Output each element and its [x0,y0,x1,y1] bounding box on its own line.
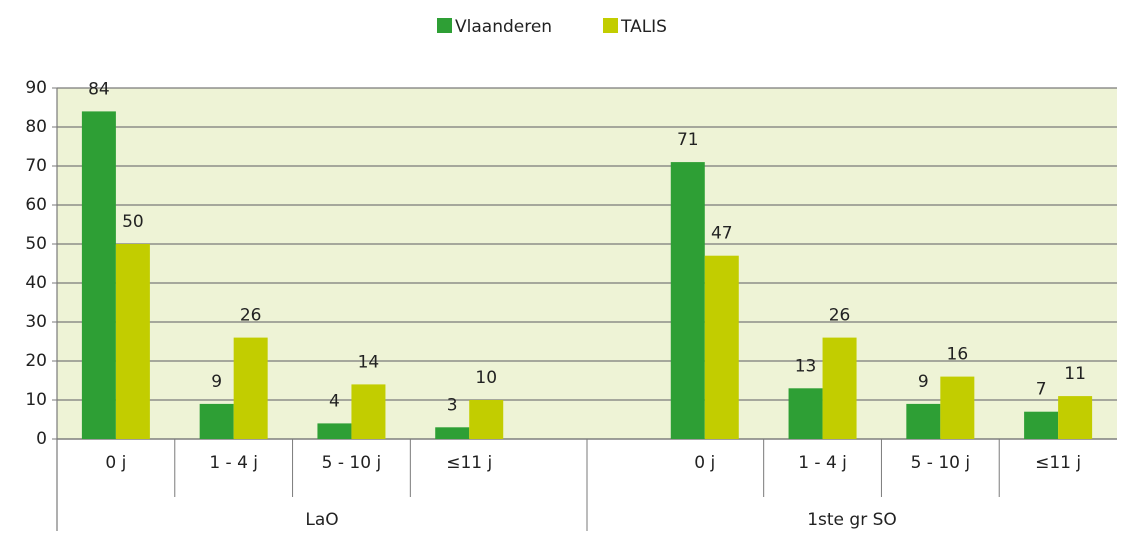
bar [317,423,352,439]
x-tick-label: 0 j [105,453,126,473]
x-tick-label: 0 j [694,453,715,473]
y-tick-label: 20 [25,351,47,371]
data-label: 3 [447,395,458,415]
x-tick-label: 1 - 4 j [798,453,847,473]
x-tick-label: 1 - 4 j [209,453,258,473]
data-label: 10 [475,368,497,388]
x-tick-label: ≤11 j [1035,453,1081,473]
bar [1058,396,1093,439]
legend-label: Vlaanderen [455,17,552,37]
y-tick-label: 10 [25,390,47,410]
data-label: 47 [711,224,733,244]
legend-swatch [603,18,618,33]
x-tick-label: 5 - 10 j [322,453,382,473]
bar [469,400,504,439]
data-label: 9 [918,372,929,392]
data-label: 71 [677,130,699,150]
data-label: 84 [88,79,110,99]
bar [435,427,470,439]
legend-label: TALIS [620,17,667,37]
bar [670,162,705,439]
data-label: 16 [947,345,969,365]
data-label: 7 [1036,380,1047,400]
bar [233,337,268,439]
data-label: 26 [240,306,262,326]
bar [81,111,116,440]
y-tick-label: 90 [25,78,47,98]
data-label: 11 [1064,364,1086,384]
bar [788,388,823,439]
bar [906,403,941,439]
data-label: 13 [795,356,817,376]
y-tick-label: 0 [36,429,47,449]
bar [351,384,386,439]
group-label: 1ste gr SO [807,510,897,530]
data-label: 9 [211,372,222,392]
group-label: LaO [305,510,338,530]
y-tick-label: 60 [25,195,47,215]
bar [822,337,857,439]
y-tick-label: 40 [25,273,47,293]
y-tick-label: 80 [25,117,47,137]
data-label: 26 [829,306,851,326]
legend-swatch [437,18,452,33]
bar [115,244,150,439]
bar [940,376,975,439]
x-tick-label: 5 - 10 j [911,453,971,473]
bar [1024,411,1059,439]
x-tick-label: ≤11 j [446,453,492,473]
data-label: 50 [122,212,144,232]
y-tick-label: 30 [25,312,47,332]
bar [704,255,739,439]
bar [199,403,234,439]
data-label: 4 [329,391,340,411]
y-tick-label: 70 [25,156,47,176]
data-label: 14 [358,352,380,372]
y-tick-label: 50 [25,234,47,254]
